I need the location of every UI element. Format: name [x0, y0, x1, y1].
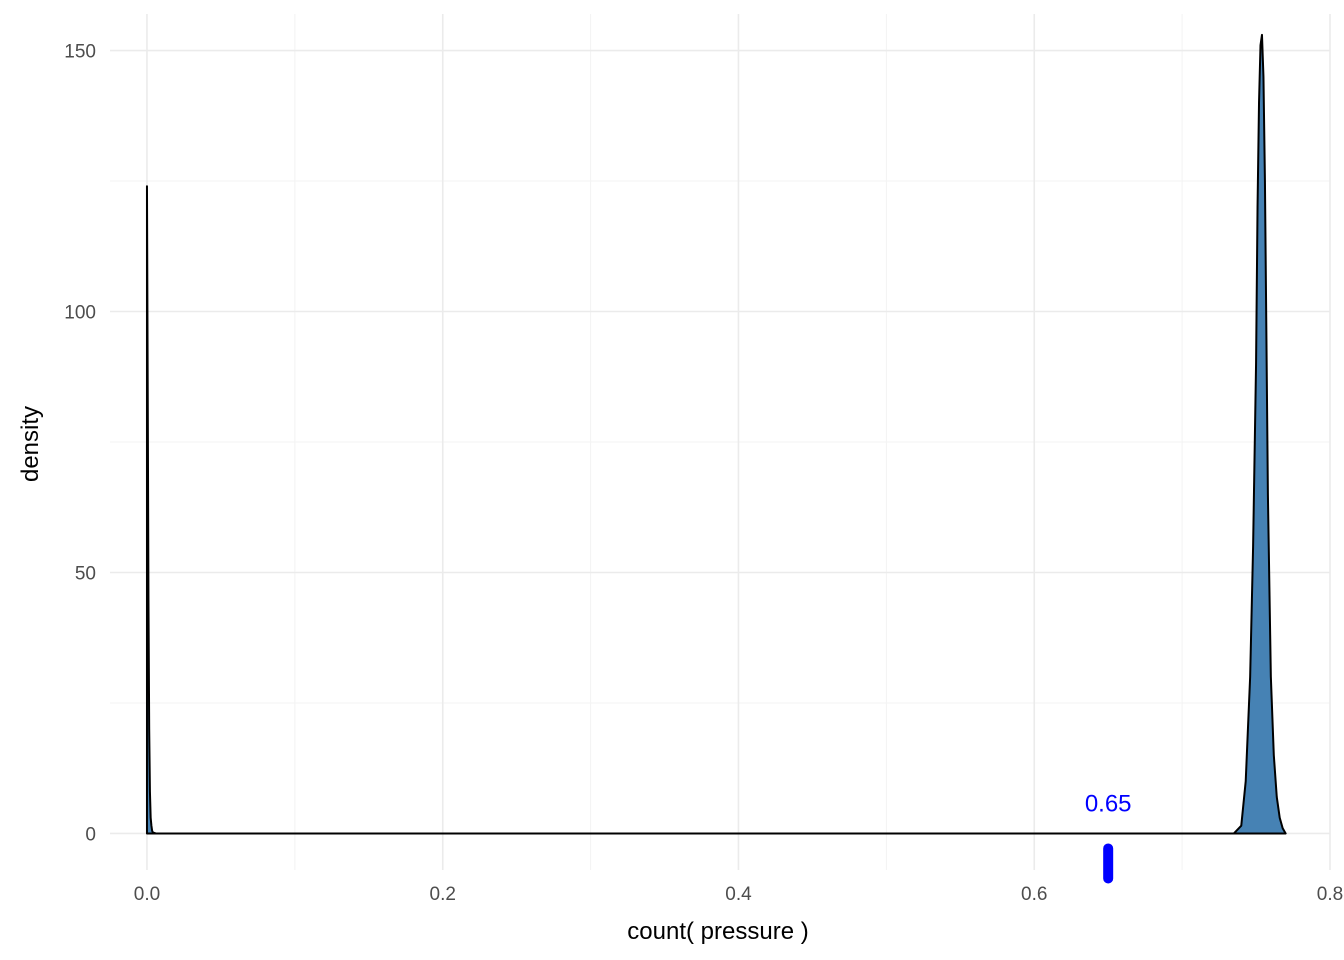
y-axis-title: density	[17, 406, 44, 482]
y-tick-label: 50	[75, 563, 96, 584]
annotation-marker	[1103, 843, 1114, 884]
x-tick-label: 0.4	[725, 884, 752, 905]
x-tick-label: 0.2	[430, 884, 456, 905]
y-tick-label: 150	[64, 42, 96, 63]
x-tick-label: 0.0	[134, 884, 160, 905]
x-axis-title: count( pressure )	[627, 918, 808, 945]
density-marks	[145, 33, 1287, 835]
density-area	[145, 33, 1287, 835]
y-tick-label: 0	[85, 824, 96, 845]
y-tick-labels: 0 50 100 150	[64, 42, 96, 846]
annotations: 0.65	[1085, 790, 1132, 884]
x-tick-label: 0.8	[1317, 884, 1343, 905]
x-tick-labels: 0.0 0.2 0.4 0.6 0.8	[134, 884, 1343, 905]
y-tick-label: 100	[64, 303, 96, 324]
minor-grid-y	[110, 180, 1330, 704]
x-tick-label: 0.6	[1021, 884, 1047, 905]
annotation-label: 0.65	[1085, 790, 1132, 817]
major-grid-x	[146, 14, 1331, 870]
